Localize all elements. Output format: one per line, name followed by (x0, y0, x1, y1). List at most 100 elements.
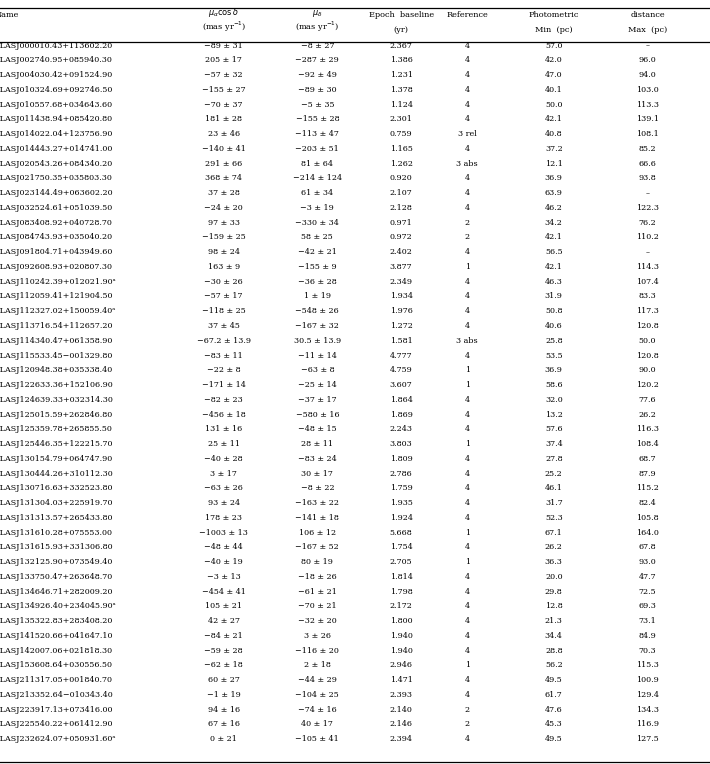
Text: −42 ± 21: −42 ± 21 (298, 248, 337, 256)
Text: 47.7: 47.7 (639, 573, 656, 581)
Text: 1: 1 (464, 529, 470, 536)
Text: 107.4: 107.4 (636, 278, 659, 286)
Text: 1.124: 1.124 (390, 101, 413, 108)
Text: 115.3: 115.3 (636, 662, 659, 669)
Text: 13.2: 13.2 (545, 410, 563, 419)
Text: 129.4: 129.4 (636, 691, 659, 699)
Text: 30.5 ± 13.9: 30.5 ± 13.9 (294, 337, 341, 345)
Text: 4: 4 (464, 396, 470, 403)
Text: 4: 4 (464, 514, 470, 522)
Text: 4: 4 (464, 484, 470, 492)
Text: 1: 1 (464, 440, 470, 448)
Text: 25 ± 11: 25 ± 11 (207, 440, 240, 448)
Text: 2.367: 2.367 (390, 42, 413, 50)
Text: −67.2 ± 13.9: −67.2 ± 13.9 (197, 337, 251, 345)
Text: 4: 4 (464, 351, 470, 360)
Text: −155 ± 28: −155 ± 28 (295, 115, 339, 124)
Text: VLASJ223917.13+073416.00: VLASJ223917.13+073416.00 (0, 706, 113, 714)
Text: 2.946: 2.946 (390, 662, 413, 669)
Text: 1.165: 1.165 (390, 145, 413, 153)
Text: −214 ± 124: −214 ± 124 (293, 174, 342, 183)
Text: 4: 4 (464, 588, 470, 596)
Text: −140 ± 41: −140 ± 41 (202, 145, 246, 153)
Text: 94 ± 16: 94 ± 16 (207, 706, 240, 714)
Text: VLASJ032524.61+051039.50: VLASJ032524.61+051039.50 (0, 204, 113, 212)
Text: −3 ± 13: −3 ± 13 (207, 573, 241, 581)
Text: distance: distance (630, 11, 665, 19)
Text: −59 ± 28: −59 ± 28 (204, 646, 243, 655)
Text: −105 ± 41: −105 ± 41 (295, 735, 339, 743)
Text: 93.8: 93.8 (639, 174, 656, 183)
Text: −62 ± 18: −62 ± 18 (204, 662, 243, 669)
Text: −155 ± 9: −155 ± 9 (298, 263, 337, 271)
Text: −141 ± 18: −141 ± 18 (295, 514, 339, 522)
Text: 4: 4 (464, 307, 470, 316)
Text: 4: 4 (464, 617, 470, 625)
Text: 1.809: 1.809 (390, 455, 413, 463)
Text: 93.0: 93.0 (639, 558, 656, 566)
Text: 2.172: 2.172 (390, 602, 413, 610)
Text: −330 ± 34: −330 ± 34 (295, 219, 339, 227)
Text: 291 ± 66: 291 ± 66 (205, 160, 242, 167)
Text: VLASJ211317.05+001840.70: VLASJ211317.05+001840.70 (0, 676, 112, 684)
Text: 2.349: 2.349 (390, 278, 413, 286)
Text: 122.3: 122.3 (636, 204, 659, 212)
Text: 50.8: 50.8 (545, 307, 562, 316)
Text: 3.803: 3.803 (390, 440, 413, 448)
Text: 116.9: 116.9 (636, 720, 659, 728)
Text: (mas yr$^{-1}$): (mas yr$^{-1}$) (202, 19, 246, 34)
Text: 37.4: 37.4 (545, 440, 563, 448)
Text: −1003 ± 13: −1003 ± 13 (200, 529, 248, 536)
Text: 127.5: 127.5 (636, 735, 659, 743)
Text: VLASJ000010.43+113602.20: VLASJ000010.43+113602.20 (0, 42, 113, 50)
Text: −113 ± 47: −113 ± 47 (295, 130, 339, 138)
Text: 30 ± 17: 30 ± 17 (302, 470, 333, 478)
Text: 103.0: 103.0 (636, 86, 659, 94)
Text: 4: 4 (464, 145, 470, 153)
Text: VLASJ134646.71+282009.20: VLASJ134646.71+282009.20 (0, 588, 113, 596)
Text: 0 ± 21: 0 ± 21 (210, 735, 237, 743)
Text: $\mu_\alpha \cos\delta$: $\mu_\alpha \cos\delta$ (208, 6, 239, 19)
Text: −548 ± 26: −548 ± 26 (295, 307, 339, 316)
Text: −63 ± 26: −63 ± 26 (204, 484, 243, 492)
Text: VLASJ132125.90+073549.40: VLASJ132125.90+073549.40 (0, 558, 113, 566)
Text: 2: 2 (464, 219, 470, 227)
Text: 139.1: 139.1 (636, 115, 659, 124)
Text: VLASJ011438.94+085420.80: VLASJ011438.94+085420.80 (0, 115, 112, 124)
Text: VLASJ142007.06+021818.30: VLASJ142007.06+021818.30 (0, 646, 112, 655)
Text: −82 ± 23: −82 ± 23 (204, 396, 243, 403)
Text: 1.231: 1.231 (390, 71, 413, 79)
Text: 116.3: 116.3 (636, 426, 659, 433)
Text: −5 ± 35: −5 ± 35 (300, 101, 334, 108)
Text: 1: 1 (464, 558, 470, 566)
Text: 53.5: 53.5 (545, 351, 562, 360)
Text: 1.924: 1.924 (390, 514, 413, 522)
Text: −287 ± 29: −287 ± 29 (295, 57, 339, 64)
Text: 83.3: 83.3 (639, 293, 656, 300)
Text: 4: 4 (464, 57, 470, 64)
Text: 120.2: 120.2 (636, 381, 659, 389)
Text: 42.1: 42.1 (545, 115, 563, 124)
Text: 2.402: 2.402 (390, 248, 413, 256)
Text: 60 ± 27: 60 ± 27 (208, 676, 239, 684)
Text: 0.759: 0.759 (390, 130, 413, 138)
Text: 49.5: 49.5 (545, 735, 563, 743)
Text: VLASJ014443.27+014741.00: VLASJ014443.27+014741.00 (0, 145, 113, 153)
Text: VLASJ010324.69+092746.50: VLASJ010324.69+092746.50 (0, 86, 113, 94)
Text: −118 ± 25: −118 ± 25 (202, 307, 246, 316)
Text: 105.8: 105.8 (636, 514, 659, 522)
Text: 4: 4 (464, 676, 470, 684)
Text: 2.140: 2.140 (390, 706, 413, 714)
Text: VLASJ014022.04+123756.90: VLASJ014022.04+123756.90 (0, 130, 113, 138)
Text: 36.9: 36.9 (545, 174, 563, 183)
Text: $\mu_\delta$: $\mu_\delta$ (312, 8, 322, 19)
Text: 3 ± 17: 3 ± 17 (210, 470, 237, 478)
Text: Min  (pc): Min (pc) (535, 26, 572, 34)
Text: 4: 4 (464, 278, 470, 286)
Text: 4: 4 (464, 455, 470, 463)
Text: 4: 4 (464, 86, 470, 94)
Text: VLASJ114340.47+061358.90: VLASJ114340.47+061358.90 (0, 337, 113, 345)
Text: 52.3: 52.3 (545, 514, 563, 522)
Text: 94.0: 94.0 (639, 71, 656, 79)
Text: 58 ± 25: 58 ± 25 (302, 234, 333, 241)
